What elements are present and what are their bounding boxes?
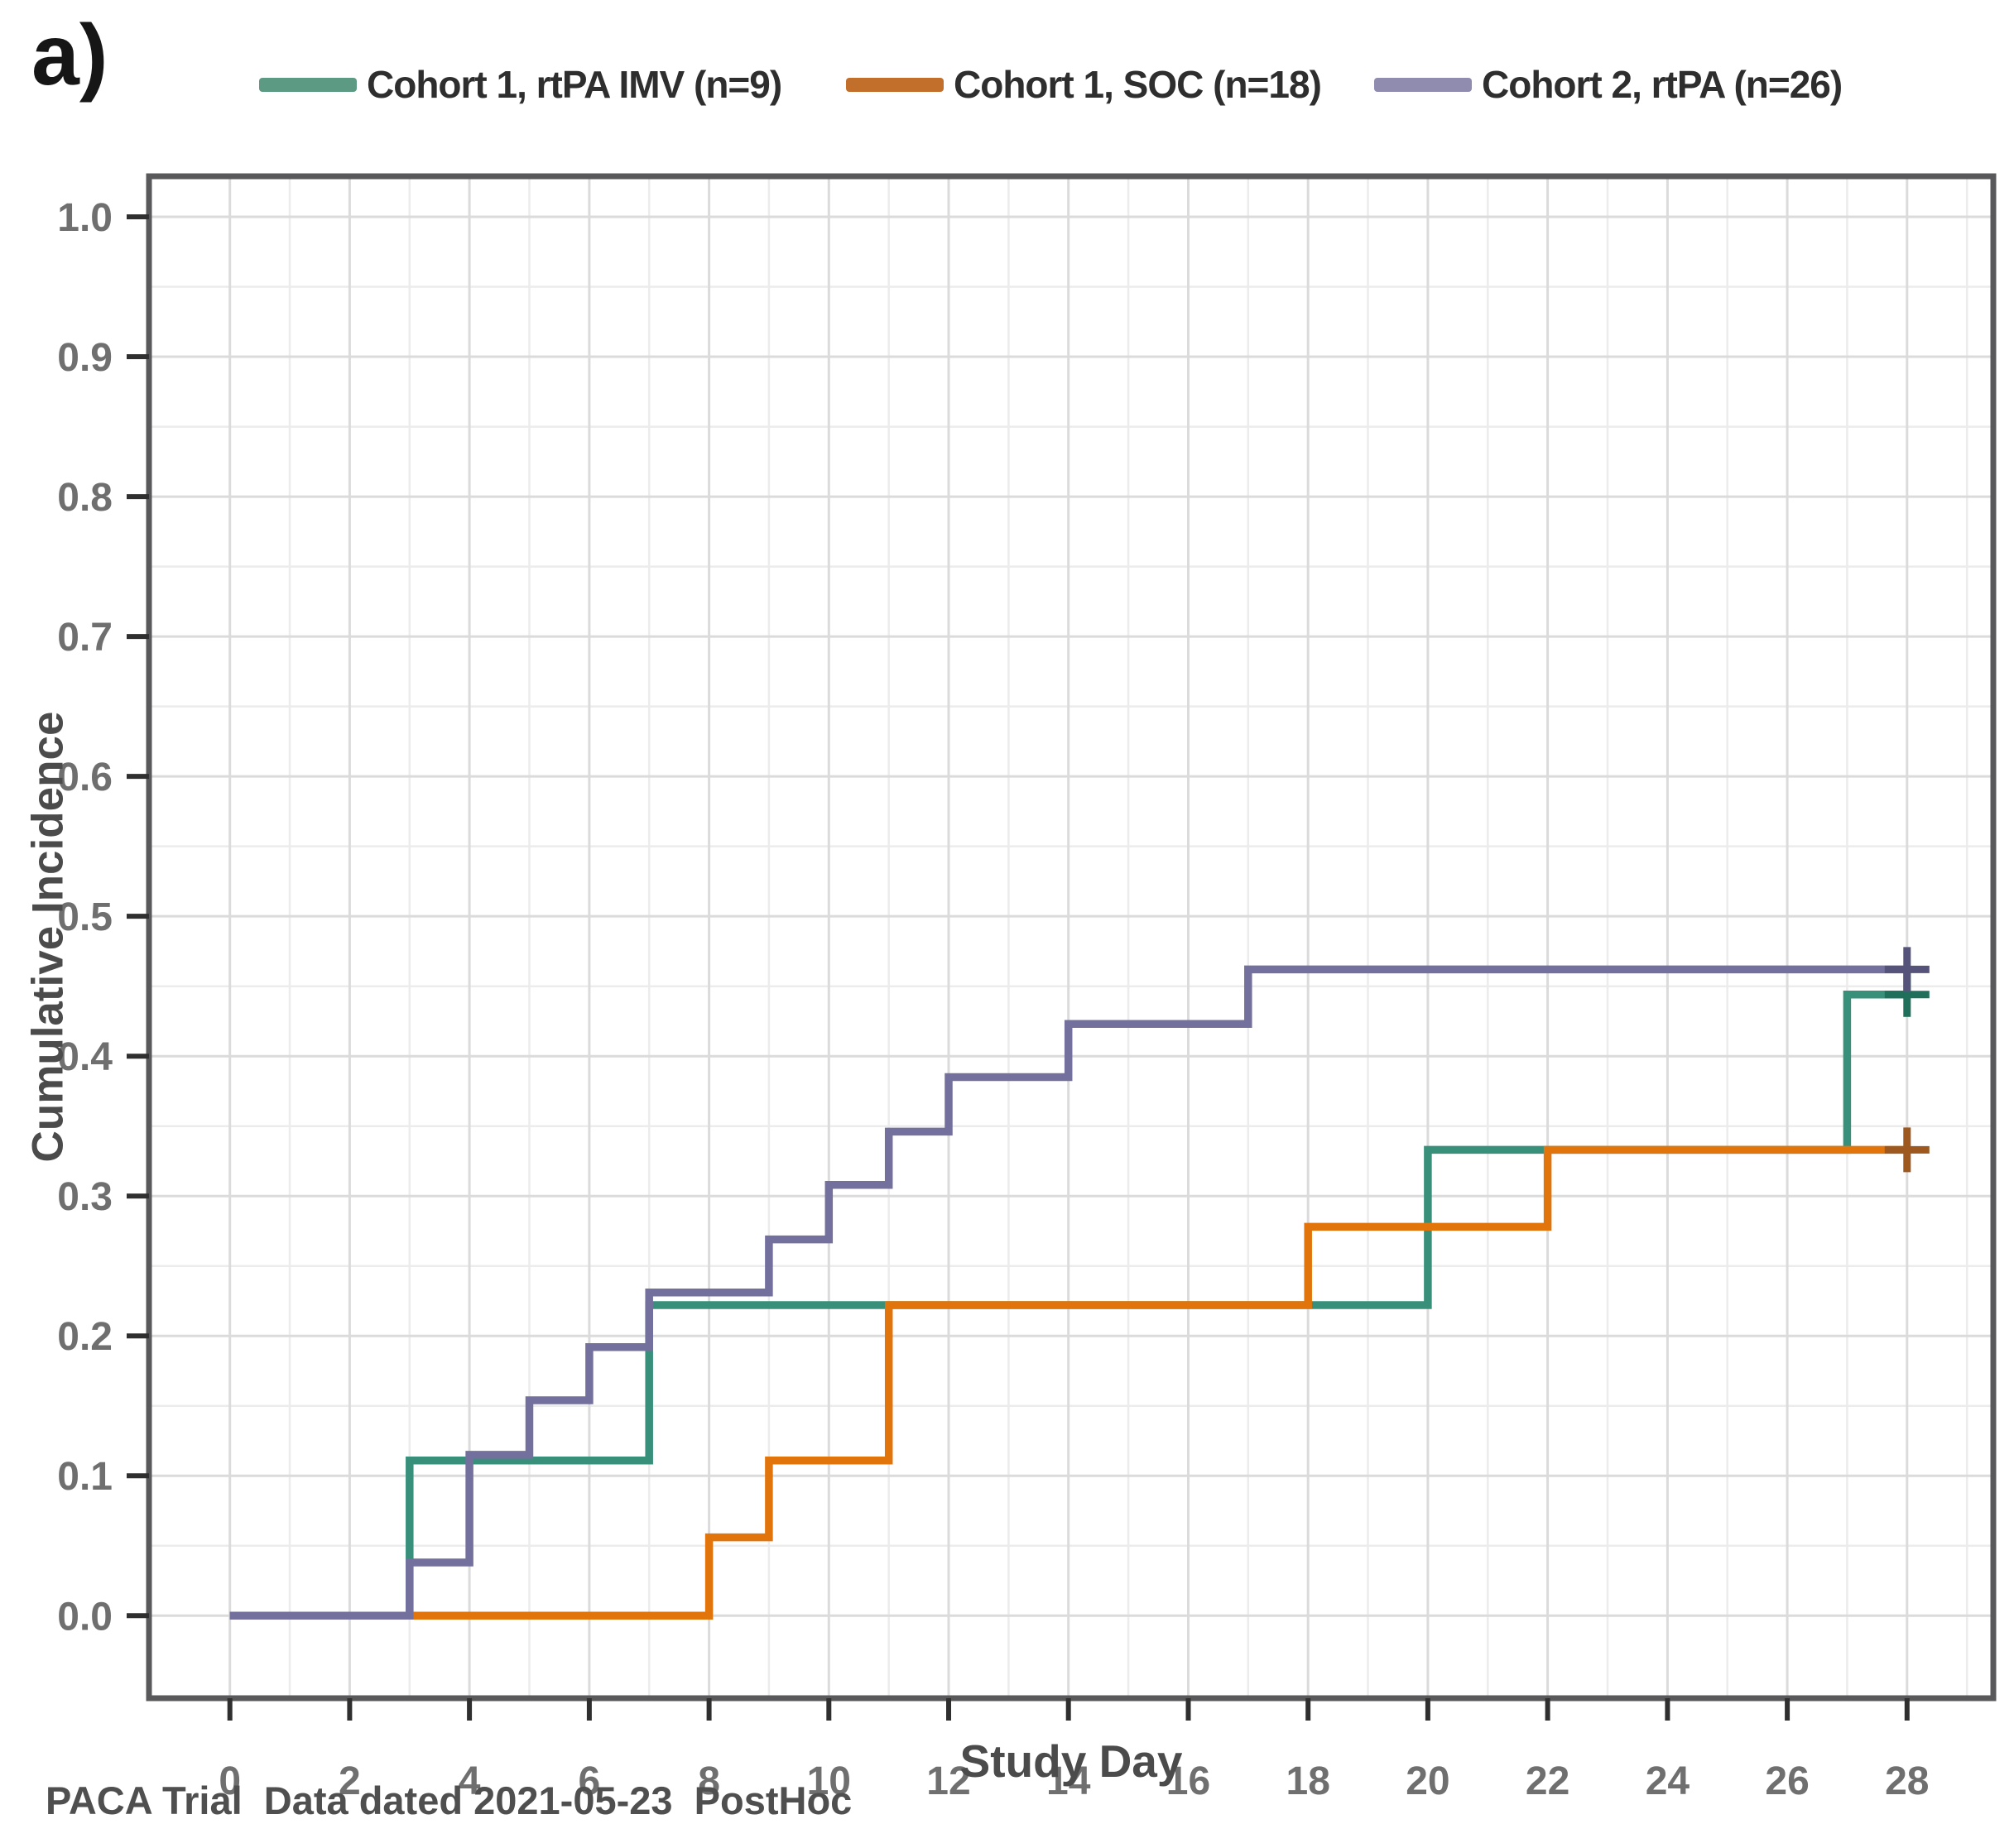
y-axis-title: Cumulative Incidence [23, 711, 73, 1163]
censor-mark-cohort-2-rtpa-n-26 [1884, 947, 1930, 992]
svg-text:0: 0 [219, 1759, 241, 1803]
legend-swatch-cohort2-rtpa [1374, 77, 1472, 92]
legend-swatch-cohort1-rtpa-imv [259, 77, 357, 92]
svg-text:0.0: 0.0 [57, 1595, 113, 1639]
legend-label: Cohort 1, rtPA IMV (n=9) [367, 63, 782, 106]
gridlines-minor [149, 176, 1993, 1698]
plot-border [146, 173, 1997, 1702]
svg-text:18: 18 [1286, 1759, 1330, 1803]
legend-item-cohort2-rtpa: Cohort 2, rtPA (n=26) [1374, 58, 1843, 111]
svg-text:0.8: 0.8 [57, 476, 113, 520]
svg-text:0.6: 0.6 [57, 756, 113, 799]
svg-text:0.5: 0.5 [57, 895, 113, 939]
legend-label: Cohort 1, SOC (n=18) [954, 63, 1322, 106]
gridlines-major [149, 176, 1993, 1698]
svg-text:2: 2 [339, 1759, 361, 1803]
svg-text:22: 22 [1526, 1759, 1569, 1803]
legend-label: Cohort 2, rtPA (n=26) [1482, 63, 1843, 106]
svg-text:0.7: 0.7 [57, 616, 113, 660]
x-axis: 0 2 4 6 8 10 12 14 16 18 20 22 24 26 28 [219, 1698, 1929, 1803]
svg-text:0.9: 0.9 [57, 336, 113, 380]
legend-swatch-cohort1-soc [846, 77, 944, 92]
svg-text:8: 8 [698, 1759, 720, 1803]
svg-text:6: 6 [579, 1759, 601, 1803]
svg-text:0.1: 0.1 [57, 1455, 113, 1499]
svg-text:26: 26 [1765, 1759, 1809, 1803]
svg-text:0.4: 0.4 [57, 1035, 113, 1079]
panel-label: a) [31, 7, 108, 103]
legend-item-cohort1-rtpa-imv: Cohort 1, rtPA IMV (n=9) [259, 58, 782, 111]
svg-text:0.2: 0.2 [57, 1315, 113, 1359]
svg-text:1.0: 1.0 [57, 196, 113, 240]
series-cohort-1-soc-n-18 [229, 1145, 1907, 1620]
svg-text:14: 14 [1046, 1759, 1091, 1803]
svg-text:16: 16 [1166, 1759, 1210, 1803]
svg-text:12: 12 [926, 1759, 970, 1803]
svg-text:0.3: 0.3 [57, 1175, 113, 1219]
footer-note: PACA Trial Data dated 2021-05-23 PostHoc [46, 1778, 853, 1822]
svg-text:10: 10 [807, 1759, 851, 1803]
svg-text:24: 24 [1646, 1759, 1690, 1803]
svg-text:28: 28 [1885, 1759, 1929, 1803]
svg-text:4: 4 [459, 1759, 481, 1803]
censor-mark-cohort-1-soc-n-18 [1884, 1127, 1930, 1173]
y-axis: 0.0 0.1 0.2 0.3 0.4 0.5 0.6 0.7 0.8 0.9 1.0 [57, 196, 149, 1639]
x-axis-title: Study Day [959, 1735, 1183, 1787]
legend-item-cohort1-soc: Cohort 1, SOC (n=18) [846, 58, 1322, 111]
series-cohort-2-rtpa-n-26 [229, 965, 1907, 1620]
svg-text:20: 20 [1406, 1759, 1449, 1803]
